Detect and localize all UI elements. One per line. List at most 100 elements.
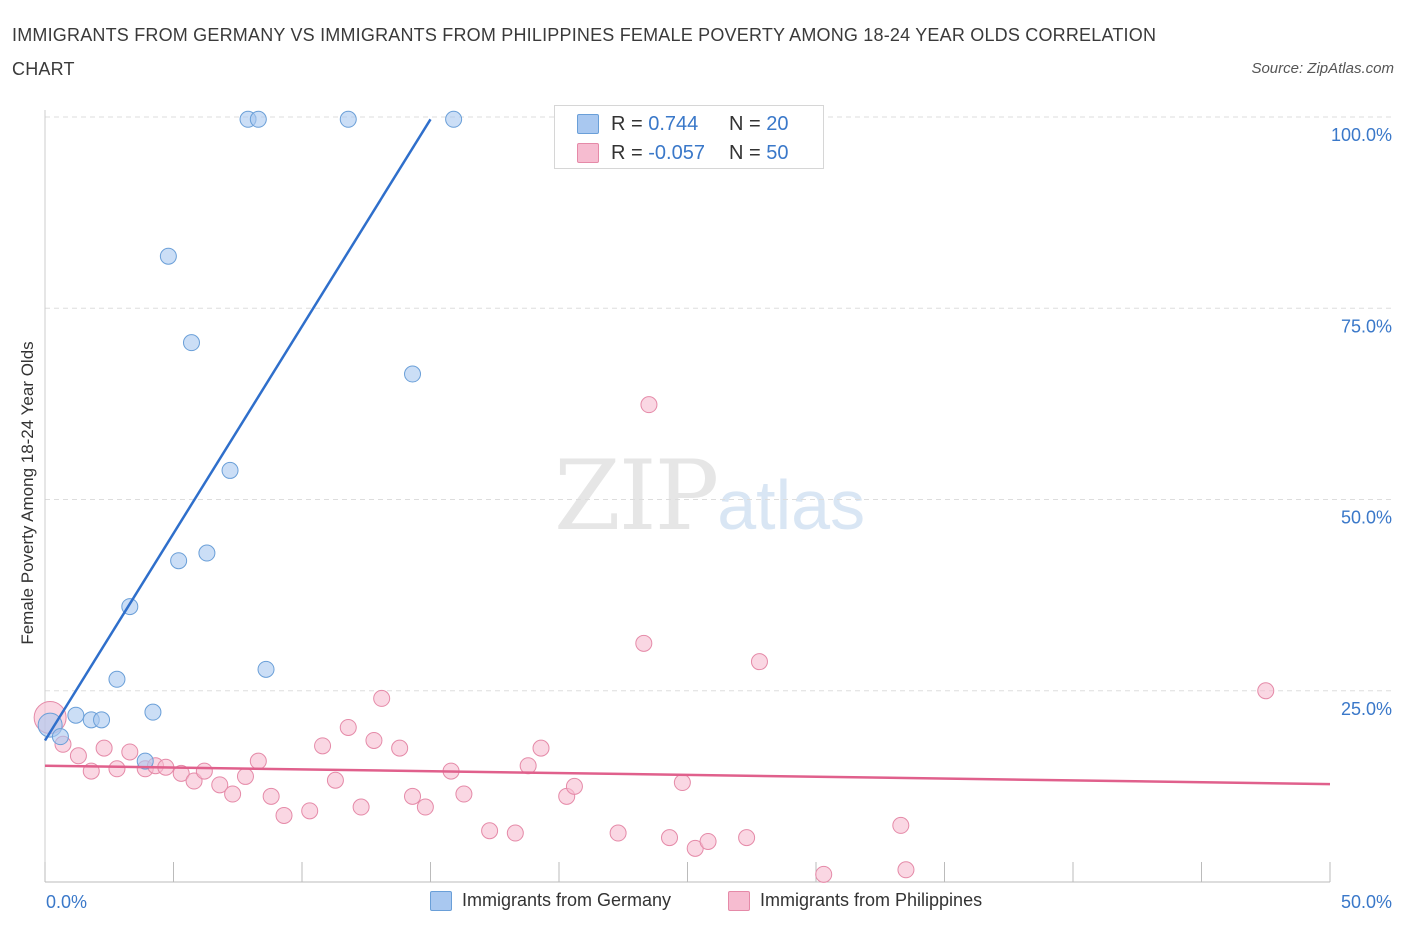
philippines-point: [635, 634, 653, 652]
germany-trend-line: [43, 118, 432, 742]
legend-n-value: 20: [766, 112, 789, 135]
philippines-point: [892, 816, 910, 834]
philippines-point: [172, 764, 190, 782]
chart-title: IMMIGRANTS FROM GERMANY VS IMMIGRANTS FR…: [12, 25, 1157, 79]
y-tick-label: 25.0%: [1341, 699, 1392, 719]
watermark-atlas: atlas: [717, 466, 866, 544]
philippines-point: [339, 718, 357, 736]
legend-n-label: N =: [729, 141, 767, 164]
germany-point: [159, 247, 177, 265]
legend-swatch-germany: [577, 114, 599, 134]
philippines-points: [33, 396, 1275, 883]
y-tick-label: 100.0%: [1331, 125, 1392, 145]
philippines-point: [236, 767, 254, 785]
philippines-point: [262, 787, 280, 805]
y-tick-label: 75.0%: [1341, 316, 1392, 336]
philippines-point: [224, 785, 242, 803]
legend-r-philippines: R = -0.057: [611, 142, 711, 165]
germany-point: [249, 110, 267, 128]
legend-r-value: -0.057: [648, 141, 705, 164]
legend-n-philippines: N = 50: [729, 142, 789, 165]
legend-r-value: 0.744: [648, 112, 699, 135]
philippines-point: [609, 824, 627, 842]
germany-point: [221, 461, 239, 479]
germany-point: [198, 544, 216, 562]
philippines-point: [365, 731, 383, 749]
philippines-point: [699, 832, 717, 850]
philippines-point: [391, 739, 409, 757]
germany-point: [170, 552, 188, 570]
philippines-point: [326, 771, 344, 789]
germany-point: [108, 670, 126, 688]
source-label: Source: ZipAtlas.com: [1251, 60, 1394, 77]
legend-n-value: 50: [766, 141, 789, 164]
legend-r-label: R =: [611, 112, 649, 135]
philippines-point: [481, 822, 499, 840]
series-label-germany: Immigrants from Germany: [462, 890, 672, 910]
germany-point: [67, 706, 85, 724]
legend-r-germany: R = 0.744: [611, 113, 711, 136]
legend-n-label: N =: [729, 112, 767, 135]
axis-layer: [44, 110, 1331, 883]
philippines-point: [108, 760, 126, 778]
germany-point: [257, 660, 275, 678]
germany-point: [445, 110, 463, 128]
philippines-point: [815, 865, 833, 883]
philippines-point: [301, 802, 319, 820]
y-tick-label: 50.0%: [1341, 508, 1392, 528]
germany-point: [144, 703, 162, 721]
x-tick-label-min: 0.0%: [46, 892, 87, 912]
correlation-legend: R = 0.744 N = 20 R = -0.057 N = 50: [554, 105, 824, 169]
philippines-point: [532, 739, 550, 757]
germany-point: [339, 110, 357, 128]
series-swatch-philippines: [728, 890, 750, 911]
philippines-point: [416, 798, 434, 816]
x-tick-label-max: 50.0%: [1341, 892, 1392, 912]
philippines-point: [565, 777, 583, 795]
germany-point: [51, 728, 69, 746]
grid-layer: [45, 116, 1395, 692]
philippines-point: [455, 785, 473, 803]
germany-points: [37, 110, 463, 770]
philippines-point: [249, 752, 267, 770]
philippines-trend-line: [44, 764, 1331, 786]
philippines-point: [211, 776, 229, 794]
philippines-point: [673, 774, 691, 792]
trend-layer: [43, 118, 1331, 786]
series-legend-philippines: Immigrants from Philippines: [728, 890, 982, 911]
philippines-point: [1257, 682, 1275, 700]
philippines-point: [640, 396, 658, 414]
philippines-point: [661, 829, 679, 847]
philippines-point: [373, 689, 391, 707]
germany-point: [93, 711, 111, 729]
series-swatch-germany: [430, 890, 452, 911]
germany-point: [182, 334, 200, 352]
philippines-point: [404, 787, 422, 805]
watermark: ZIPatlas: [554, 440, 865, 552]
tick-label-layer: 25.0% 50.0% 75.0% 100.0% 0.0% 50.0%: [46, 125, 1392, 912]
philippines-point: [95, 739, 113, 757]
philippines-point: [121, 743, 139, 761]
legend-row-philippines: R = -0.057 N = 50: [577, 139, 789, 167]
legend-row-germany: R = 0.744 N = 20: [577, 110, 789, 138]
watermark-zip: ZIP: [554, 440, 719, 552]
philippines-point: [506, 824, 524, 842]
series-legend: Immigrants from Germany Immigrants from …: [0, 890, 1406, 916]
legend-swatch-philippines: [577, 143, 599, 163]
philippines-point: [69, 747, 87, 765]
philippines-point: [195, 762, 213, 780]
philippines-point: [352, 798, 370, 816]
germany-point: [404, 365, 422, 383]
philippines-point: [738, 829, 756, 847]
philippines-point: [314, 737, 332, 755]
philippines-point: [185, 772, 203, 790]
legend-r-label: R =: [611, 141, 649, 164]
legend-n-germany: N = 20: [729, 113, 789, 136]
germany-point: [136, 752, 154, 770]
philippines-point: [750, 653, 768, 671]
series-label-philippines: Immigrants from Philippines: [760, 890, 983, 910]
philippines-point: [275, 806, 293, 824]
philippines-point: [897, 861, 915, 879]
series-legend-germany: Immigrants from Germany: [430, 890, 671, 911]
